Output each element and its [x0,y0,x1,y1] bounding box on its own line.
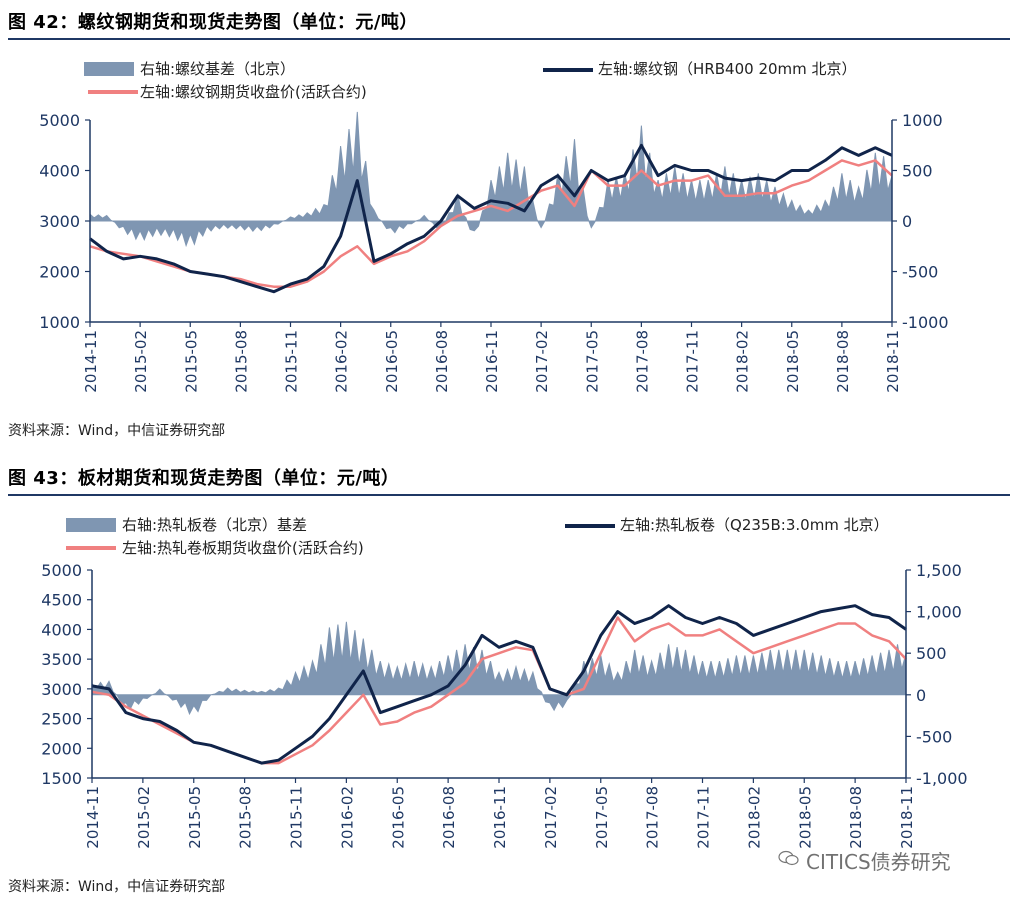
wechat-icon [778,850,799,866]
chart1-legend-spot: 左轴:螺纹钢（HRB400 20mm 北京） [543,60,857,78]
chart1-xtick-label: 2017-02 [533,330,551,393]
chart2-ytick-right-label: 500 [916,644,947,663]
chart1-title: 图 42：螺纹钢期货和现货走势图（单位：元/吨） [8,12,418,33]
chart1-title-rule [8,38,1010,40]
chart1-ytick-left-label: 4000 [39,162,80,181]
chart1-xtick-label: 2018-02 [734,330,752,393]
chart2-xtick-label: 2018-11 [898,786,916,849]
chart1-legend-basis: 右轴:螺纹基差（北京） [84,60,295,78]
chart1-ytick-right-label: -500 [902,263,938,282]
chart2-ytick-right-label: 0 [916,686,926,705]
chart1-ytick-left-label: 2000 [39,263,80,282]
chart1-xtick-label: 2017-08 [633,330,651,393]
watermark-text: CITICS债券研究 [806,850,951,874]
chart2-xtick-label: 2015-05 [186,786,204,849]
chart1-ytick-right-label: 500 [902,162,933,181]
chart2-xtick-label: 2016-02 [338,786,356,849]
chart2-ytick-left-label: 4000 [41,620,82,639]
chart1-xtick-label: 2015-08 [232,330,250,393]
chart1-plot-area: 10002000300040005000-1000-50005001000201… [39,111,948,393]
chart1-ytick-left-label: 1000 [39,313,80,332]
chart2-xtick-label: 2016-05 [389,786,407,849]
chart1-legend-spot-label: 左轴:螺纹钢（HRB400 20mm 北京） [598,60,857,78]
chart1-xtick-label: 2018-08 [834,330,852,393]
chart2-ytick-right-label: -1,000 [916,769,968,788]
chart2-ytick-left-label: 4500 [41,591,82,610]
chart2-ytick-right-label: 1,000 [916,603,962,622]
chart2-series-basis-area [91,621,907,716]
chart1-ytick-right-label: 1000 [902,111,943,130]
chart1-xtick-label: 2018-11 [884,330,902,393]
chart2-xtick-label: 2017-11 [695,786,713,849]
chart1-xtick-label: 2018-05 [784,330,802,393]
chart2-legend-futures: 左轴:热轧卷板期货收盘价(活跃合约) [66,539,364,557]
chart2-ytick-right-label: -500 [916,727,952,746]
chart2-series-spot-line [91,604,907,765]
chart2-xtick-label: 2018-05 [796,786,814,849]
chart2-source: 资料来源：Wind，中信证券研究部 [8,879,226,895]
chart1-series-spot-line [89,143,893,294]
chart1-source: 资料来源：Wind，中信证券研究部 [8,423,226,439]
chart1-xtick-label: 2017-05 [583,330,601,393]
chart2-ytick-left-label: 2500 [41,710,82,729]
chart2-xtick-label: 2015-02 [135,786,153,849]
chart2-xtick-label: 2018-08 [847,786,865,849]
chart1-legend-futures: 左轴:螺纹钢期货收盘价(活跃合约) [88,83,367,101]
chart2-xtick-label: 2016-08 [440,786,458,849]
chart2-ytick-left-label: 5000 [41,561,82,580]
chart1-xtick-label: 2015-05 [182,330,200,393]
chart2-legend-futures-label: 左轴:热轧卷板期货收盘价(活跃合约) [122,539,364,557]
chart2-title: 图 43：板材期货和现货走势图（单位：元/吨） [8,468,400,489]
chart2-legend-spot-label: 左轴:热轧板卷（Q235B:3.0mm 北京） [620,516,889,534]
chart2-legend-spot: 左轴:热轧板卷（Q235B:3.0mm 北京） [565,516,889,534]
chart1-ytick-right-label: -1000 [902,313,949,332]
chart2-legend-basis: 右轴:热轧板卷（北京）基差 [66,516,307,534]
chart2-xtick-label: 2016-11 [491,786,509,849]
chart2-xtick-label: 2017-05 [593,786,611,849]
chart2-legend-basis-label: 右轴:热轧板卷（北京）基差 [122,516,307,534]
chart2-svg: 右轴:热轧板卷（北京）基差 左轴:热轧板卷（Q235B:3.0mm 北京） 左轴… [41,516,967,849]
chart1-xtick-label: 2015-02 [132,330,150,393]
chart1-xtick-label: 2016-08 [433,330,451,393]
chart2-ytick-left-label: 2000 [41,739,82,758]
chart1-svg: 右轴:螺纹基差（北京） 左轴:螺纹钢（HRB400 20mm 北京） 左轴:螺纹… [39,60,948,393]
chart2-plot-area: 15002000250030003500400045005000-1,000-5… [41,561,967,849]
chart2-xtick-label: 2017-08 [644,786,662,849]
chart1-legend-basis-label: 右轴:螺纹基差（北京） [140,60,295,78]
chart2-xtick-label: 2015-08 [237,786,255,849]
chart2-ytick-left-label: 3000 [41,680,82,699]
chart2-xtick-label: 2017-02 [542,786,560,849]
chart1-ytick-left-label: 5000 [39,111,80,130]
chart1-xtick-label: 2014-11 [82,330,100,393]
chart1-legend-futures-label: 左轴:螺纹钢期货收盘价(活跃合约) [140,83,367,101]
chart2-ytick-left-label: 3500 [41,650,82,669]
chart1-ytick-left-label: 3000 [39,212,80,231]
chart2-ytick-right-label: 1,500 [916,561,962,580]
chart2-xtick-label: 2014-11 [84,786,102,849]
chart2-title-rule [8,494,1010,496]
chart1-ytick-right-label: 0 [902,212,912,231]
chart1-legend: 右轴:螺纹基差（北京） 左轴:螺纹钢（HRB400 20mm 北京） 左轴:螺纹… [84,60,857,101]
chart2-ytick-left-label: 1500 [41,769,82,788]
chart1-xtick-label: 2016-11 [483,330,501,393]
chart1-series-basis-area [89,111,893,248]
chart1-xtick-label: 2016-02 [333,330,351,393]
chart1-xtick-label: 2017-11 [684,330,702,393]
chart1-xtick-label: 2015-11 [283,330,301,393]
chart2-xtick-label: 2018-02 [745,786,763,849]
chart2-xtick-label: 2015-11 [288,786,306,849]
chart2-legend: 右轴:热轧板卷（北京）基差 左轴:热轧板卷（Q235B:3.0mm 北京） 左轴… [66,516,889,557]
chart1-xtick-label: 2016-05 [383,330,401,393]
